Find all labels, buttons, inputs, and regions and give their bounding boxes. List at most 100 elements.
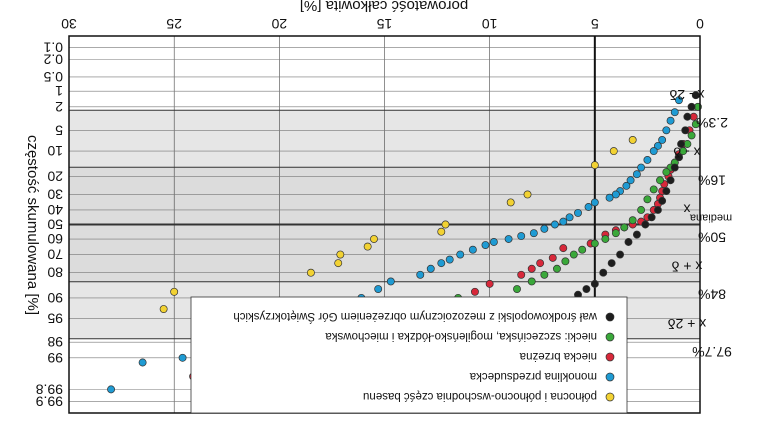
data-point bbox=[523, 190, 532, 199]
data-point bbox=[370, 235, 378, 243]
data-point bbox=[569, 250, 578, 259]
data-point bbox=[582, 285, 591, 293]
data-point bbox=[481, 241, 490, 249]
data-point bbox=[683, 112, 692, 121]
data-point bbox=[529, 229, 538, 238]
data-point bbox=[675, 153, 683, 162]
data-point bbox=[536, 259, 545, 268]
data-point bbox=[605, 193, 614, 202]
legend-marker bbox=[605, 392, 615, 402]
data-point bbox=[590, 161, 599, 170]
data-point bbox=[506, 198, 515, 207]
data-point bbox=[565, 213, 574, 222]
data-point bbox=[622, 181, 631, 190]
y-tick-label: 70 bbox=[47, 247, 63, 263]
data-point bbox=[574, 208, 582, 217]
band-label-percent: 84% bbox=[698, 287, 726, 303]
data-point bbox=[386, 277, 395, 286]
tick-labels: 0510152025300.10.20.51251020304050607080… bbox=[36, 16, 704, 410]
data-point bbox=[578, 245, 587, 254]
data-point bbox=[632, 230, 641, 239]
data-point bbox=[656, 176, 664, 185]
data-point bbox=[550, 220, 559, 229]
data-point bbox=[485, 279, 494, 288]
data-point bbox=[437, 227, 446, 236]
y-tick-label: 80 bbox=[47, 265, 63, 281]
y-tick-label: 5 bbox=[55, 122, 63, 138]
data-point bbox=[632, 170, 641, 179]
data-point bbox=[620, 223, 629, 232]
legend-box bbox=[190, 296, 628, 414]
data-point bbox=[637, 206, 646, 214]
y-tick-label: 2 bbox=[55, 99, 63, 115]
legend-entry: wał środkowopolski z mezozoicznym obrzeż… bbox=[233, 310, 598, 323]
data-point bbox=[607, 259, 616, 268]
data-point bbox=[336, 250, 345, 259]
data-point bbox=[626, 176, 635, 185]
data-point bbox=[666, 116, 675, 125]
data-point bbox=[517, 232, 526, 241]
data-point bbox=[687, 131, 696, 140]
data-point bbox=[517, 270, 526, 279]
x-tick-label: 10 bbox=[482, 16, 498, 32]
data-point bbox=[527, 277, 536, 286]
x-tick-label: 0 bbox=[696, 16, 704, 32]
x-tick-label: 25 bbox=[166, 16, 182, 32]
data-point bbox=[628, 216, 637, 225]
data-point bbox=[513, 285, 521, 293]
legend: północna i północno-wschodnia część base… bbox=[190, 296, 628, 414]
data-point bbox=[445, 255, 454, 264]
x-tick-label: 20 bbox=[271, 16, 287, 32]
y-tick-label: 98 bbox=[47, 334, 63, 350]
data-point bbox=[170, 287, 179, 296]
data-point bbox=[437, 259, 446, 268]
data-point bbox=[670, 163, 679, 172]
data-point bbox=[107, 385, 116, 394]
data-point bbox=[666, 176, 675, 185]
data-point bbox=[540, 270, 549, 279]
y-tick-label: 0.2 bbox=[43, 52, 63, 68]
data-point bbox=[559, 244, 568, 253]
band-label-sigma: x - δ bbox=[673, 144, 700, 160]
data-point bbox=[441, 220, 450, 229]
data-point bbox=[643, 156, 652, 164]
band-label-sub: mediana bbox=[689, 212, 732, 224]
y-tick-label: 0.1 bbox=[43, 39, 63, 55]
data-point bbox=[616, 250, 625, 259]
x-tick-label: 5 bbox=[591, 16, 599, 32]
data-point bbox=[426, 264, 435, 273]
legend-marker bbox=[605, 352, 615, 362]
x-axis-title: porowatość całkowita [%] bbox=[300, 0, 468, 14]
y-tick-label: 50 bbox=[47, 217, 63, 233]
data-point bbox=[670, 108, 679, 117]
data-point bbox=[416, 270, 425, 279]
data-point bbox=[590, 239, 599, 248]
y-tick-label: 20 bbox=[47, 168, 63, 184]
data-point bbox=[584, 203, 593, 211]
data-point bbox=[489, 238, 498, 246]
band-label-sigma: x + 2δ bbox=[668, 316, 707, 332]
data-point bbox=[643, 195, 652, 204]
band-label-percent: 97.7% bbox=[692, 344, 732, 360]
data-point bbox=[681, 126, 690, 135]
y-tick-label: 95 bbox=[47, 311, 63, 327]
data-point bbox=[679, 147, 688, 156]
data-point bbox=[662, 126, 671, 135]
data-point bbox=[624, 238, 633, 246]
data-point bbox=[653, 141, 662, 150]
data-point bbox=[611, 229, 620, 238]
data-point bbox=[456, 250, 465, 259]
y-tick-label: 10 bbox=[47, 143, 63, 159]
data-point bbox=[687, 102, 696, 111]
data-point bbox=[159, 305, 168, 313]
data-point bbox=[599, 268, 608, 277]
data-point bbox=[601, 235, 610, 243]
y-tick-label: 30 bbox=[47, 186, 63, 202]
x-tick-label: 15 bbox=[377, 16, 393, 32]
y-tick-label: 40 bbox=[47, 202, 63, 218]
data-point bbox=[611, 190, 620, 199]
band-label-sigma: x - 2δ bbox=[669, 87, 704, 103]
data-point bbox=[363, 242, 372, 251]
